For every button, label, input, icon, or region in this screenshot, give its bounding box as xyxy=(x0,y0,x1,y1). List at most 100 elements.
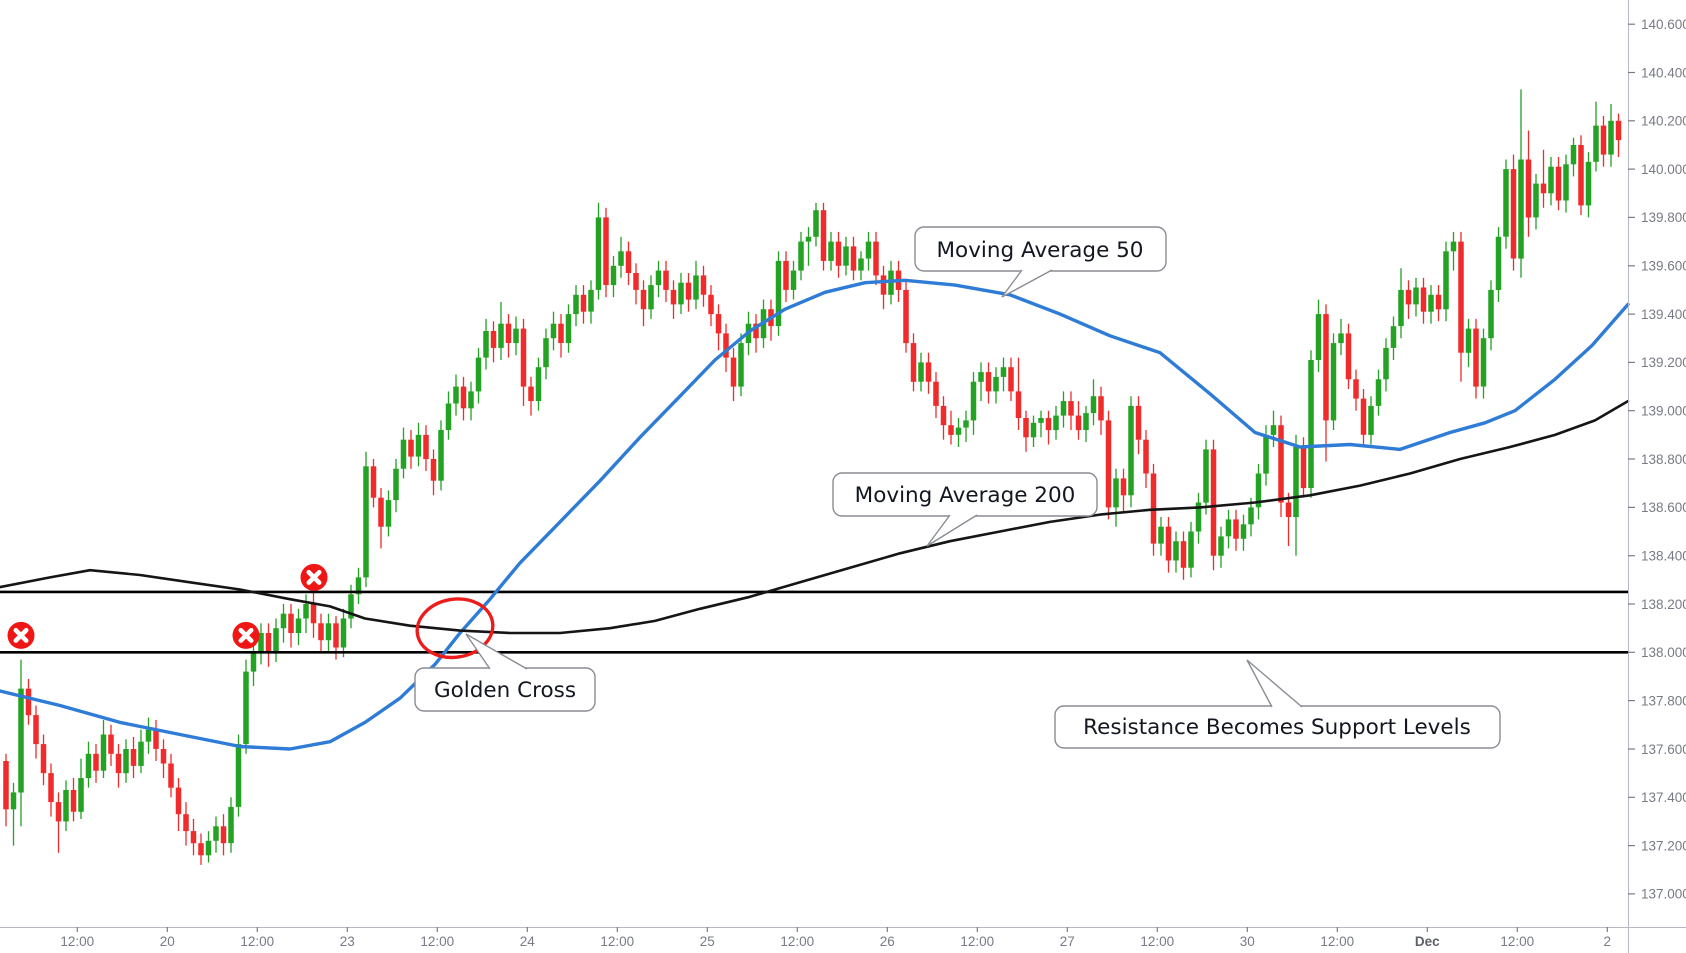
candle-body xyxy=(10,792,17,810)
candle-body xyxy=(1173,541,1179,561)
candle-body xyxy=(198,843,204,856)
price-axis-label: 139.200 xyxy=(1641,355,1686,370)
candle-body xyxy=(1060,401,1067,416)
price-axis-label: 137.600 xyxy=(1641,742,1686,757)
time-axis-label: 12:00 xyxy=(240,934,274,949)
annotation-ma50[interactable]: Moving Average 50 xyxy=(914,226,1167,298)
annotation-golden-cross-pointer xyxy=(465,633,528,670)
candle-body xyxy=(1330,343,1337,421)
annotation-golden-cross[interactable]: Golden Cross xyxy=(414,633,596,712)
candle-body xyxy=(993,376,999,392)
candle-body xyxy=(393,468,399,501)
candle-body xyxy=(933,381,939,406)
candle-body xyxy=(850,246,857,271)
time-axis[interactable]: 12:00 20 12:00 23 12:00 24 12:00 25 12:00 26 12:00… xyxy=(0,927,1686,949)
candle-body xyxy=(1105,420,1112,508)
candle-body xyxy=(1120,478,1127,496)
annotation-ma200[interactable]: Moving Average 200 xyxy=(832,472,1098,547)
price-axis-label: 138.400 xyxy=(1641,549,1686,564)
candle-body xyxy=(798,241,804,271)
candle-body xyxy=(940,405,947,426)
annotation-resistance-support[interactable]: Resistance Becomes Support Levels xyxy=(1054,659,1501,749)
candle-body xyxy=(918,362,924,382)
candle-body xyxy=(1248,507,1254,525)
price-axis-label: 137.200 xyxy=(1641,838,1686,853)
candle-body xyxy=(55,802,62,822)
candle-body xyxy=(250,652,257,672)
candle-body xyxy=(1533,183,1539,218)
candle-body xyxy=(505,323,512,343)
time-axis-label: 12:00 xyxy=(600,934,634,949)
candle-body xyxy=(753,323,759,339)
candle-body xyxy=(835,241,842,266)
time-axis-label: 12:00 xyxy=(1320,934,1354,949)
candle-body xyxy=(378,497,384,527)
price-axis-label: 138.600 xyxy=(1641,500,1686,515)
ma200-line[interactable] xyxy=(0,399,1630,635)
price-axis-label: 140.000 xyxy=(1641,162,1686,177)
candle-body xyxy=(115,753,122,774)
candle-body xyxy=(948,425,954,435)
candle-body xyxy=(1503,169,1509,237)
candle-body xyxy=(633,273,639,290)
time-axis-label: 2 xyxy=(1604,934,1612,949)
candle-body xyxy=(970,381,977,421)
candle-body xyxy=(33,715,39,745)
candle-body xyxy=(48,773,54,803)
annotation-golden-cross-label: Golden Cross xyxy=(434,678,576,703)
candle-body xyxy=(1480,338,1487,387)
candle-body xyxy=(1090,396,1097,414)
price-axis-label: 140.600 xyxy=(1641,17,1686,32)
candle-body xyxy=(1615,120,1622,141)
candle-body xyxy=(1210,449,1217,556)
candle-body xyxy=(1083,413,1089,430)
candle-body xyxy=(1180,541,1187,568)
annotation-resistance-support-pointer xyxy=(1246,659,1303,708)
price-axis-label: 137.400 xyxy=(1641,790,1686,805)
candle-body xyxy=(1203,449,1209,503)
candle-body xyxy=(1450,241,1457,252)
candle-body xyxy=(1135,405,1142,440)
candle-body xyxy=(640,289,647,310)
close-signal-marker[interactable] xyxy=(300,563,328,591)
candle-body xyxy=(588,289,594,312)
candle-body xyxy=(775,260,782,327)
candle-body xyxy=(63,790,69,822)
candle-body xyxy=(1473,328,1479,387)
ma50-line[interactable] xyxy=(0,278,1630,751)
candle-body xyxy=(415,434,422,457)
annotation-ma200-pointer xyxy=(926,514,978,547)
candle-body xyxy=(243,671,249,745)
time-axis-label: 24 xyxy=(520,934,536,949)
close-signal-marker[interactable] xyxy=(7,621,35,649)
time-axis-label: 12:00 xyxy=(1140,934,1174,949)
candle-body xyxy=(603,217,609,285)
candle-body xyxy=(1458,241,1464,353)
candle-body xyxy=(1405,289,1412,305)
price-axis-label: 138.200 xyxy=(1641,597,1686,612)
candle-body xyxy=(708,294,714,315)
candle-body xyxy=(258,633,264,653)
candle-body xyxy=(1578,145,1584,206)
candle-body xyxy=(213,826,219,841)
candle-body xyxy=(153,729,159,749)
candle-body xyxy=(1128,405,1134,496)
candle-body xyxy=(310,604,317,624)
candle-body xyxy=(1488,289,1494,339)
candle-body xyxy=(1023,418,1029,438)
golden-cross-ellipse[interactable] xyxy=(413,594,497,663)
close-signal-marker[interactable] xyxy=(232,621,260,649)
price-axis-label: 140.200 xyxy=(1641,114,1686,129)
candle-body xyxy=(1098,396,1104,421)
candle-body xyxy=(1495,236,1502,290)
price-axis[interactable]: 140.600 140.400 140.200 140.000 139.800 139.6… xyxy=(1628,0,1686,953)
candle-body xyxy=(1068,401,1074,416)
candle-body xyxy=(955,427,962,435)
annotation-resistance-support-label: Resistance Becomes Support Levels xyxy=(1083,715,1471,740)
candle-body xyxy=(460,386,467,409)
candle-body xyxy=(445,403,452,431)
candle-body xyxy=(3,761,9,810)
candle-body xyxy=(175,787,182,815)
